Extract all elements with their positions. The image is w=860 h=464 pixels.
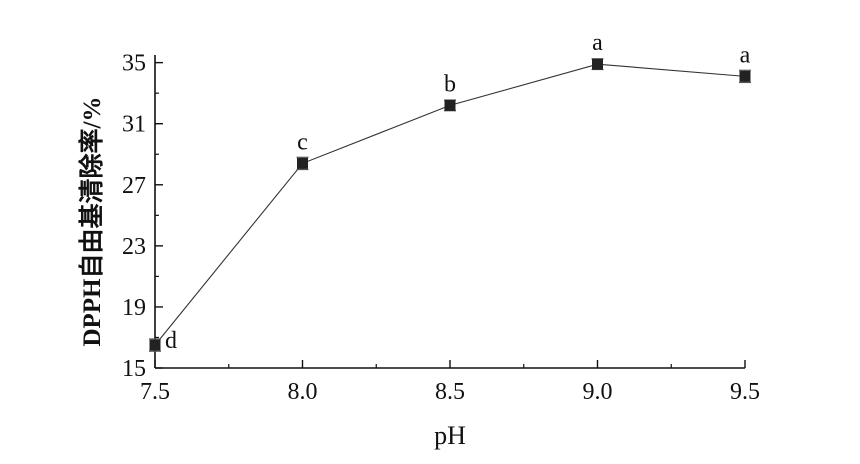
significance-label: d	[165, 328, 177, 354]
series-layer: d c b a a	[149, 30, 751, 354]
data-point	[297, 157, 308, 169]
x-axis-title: pH	[434, 421, 466, 450]
x-tick-label: 9.0	[583, 379, 613, 405]
y-tick-label: 27	[122, 173, 146, 199]
significance-label: a	[592, 30, 603, 56]
data-point	[592, 58, 603, 70]
y-tick-label: 23	[122, 234, 146, 260]
x-tick-label: 9.5	[730, 379, 760, 405]
significance-label: c	[297, 129, 308, 155]
x-tick-label: 7.5	[140, 379, 170, 405]
y-tick-label: 15	[122, 356, 146, 382]
data-point	[149, 339, 161, 351]
y-tick-label: 31	[122, 112, 146, 138]
data-point	[739, 70, 751, 82]
y-tick-label: 19	[122, 295, 146, 321]
axes: 15 19 23 27 31 35 7.5 8.0 8.5 9.0 9.5	[122, 51, 760, 405]
x-tick-label: 8.0	[288, 379, 318, 405]
data-point	[444, 99, 456, 111]
y-axis-title: DPPH自由基清除率/%	[77, 97, 106, 347]
x-tick-label: 8.5	[435, 379, 465, 405]
significance-label: a	[740, 42, 751, 68]
significance-label: b	[444, 71, 456, 97]
y-tick-label: 35	[122, 51, 146, 77]
